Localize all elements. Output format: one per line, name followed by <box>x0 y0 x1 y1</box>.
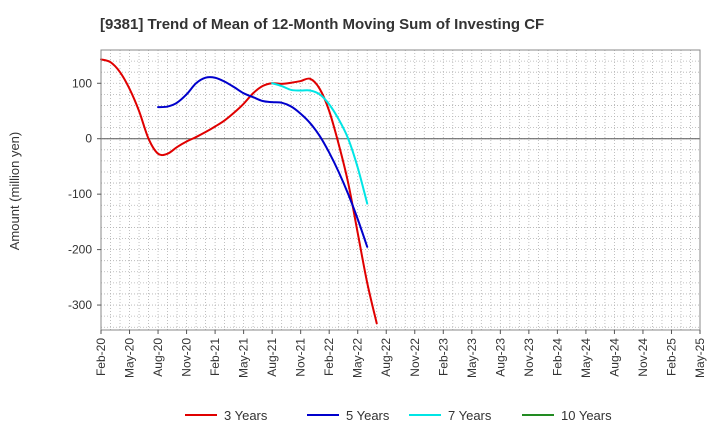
x-tick-label: Aug-24 <box>607 338 621 377</box>
legend-item-5-years: 5 Years <box>307 408 390 423</box>
x-tick-label: May-24 <box>579 338 593 378</box>
legend-label-5-years: 5 Years <box>346 408 390 423</box>
x-tick-label: May-22 <box>351 338 365 378</box>
x-tick-label: Feb-21 <box>208 338 222 376</box>
x-tick-label: Nov-20 <box>180 338 194 377</box>
y-tick-labels: 100 0 -100 -200 -300 <box>68 76 101 312</box>
x-tick-label: Nov-23 <box>522 338 536 377</box>
x-tick-label: Nov-21 <box>294 338 308 377</box>
legend-item-3-years: 3 Years <box>185 408 268 423</box>
x-tick-label: Aug-23 <box>493 338 507 377</box>
y-tick-label: -100 <box>68 187 92 201</box>
y-tick-label: 100 <box>72 76 92 90</box>
grid <box>101 50 700 330</box>
chart-title: [9381] Trend of Mean of 12-Month Moving … <box>100 16 544 33</box>
legend-label-7-years: 7 Years <box>448 408 492 423</box>
legend-item-10-years: 10 Years <box>522 408 612 423</box>
series-line-5-years <box>157 76 369 248</box>
x-tick-label: May-23 <box>465 338 479 378</box>
x-tick-label: Feb-25 <box>664 338 678 376</box>
y-tick-label: -200 <box>68 243 92 257</box>
y-tick-label: 0 <box>85 132 92 146</box>
x-tick-label: Nov-24 <box>636 338 650 377</box>
x-tick-labels: Feb-20 May-20 Aug-20 Nov-20 Feb-21 May-21 Aug-… <box>94 330 707 378</box>
x-tick-label: Feb-20 <box>94 338 108 376</box>
series-line-3-years <box>100 58 378 325</box>
x-tick-label: Feb-24 <box>550 338 564 376</box>
x-tick-label: Aug-20 <box>151 338 165 377</box>
series-layer <box>100 58 378 325</box>
plot-frame <box>100 49 701 331</box>
series-line-7-years <box>271 82 369 205</box>
x-tick-label: Nov-22 <box>408 338 422 377</box>
legend-item-7-years: 7 Years <box>409 408 492 423</box>
y-tick-label: -300 <box>68 298 92 312</box>
x-tick-label: Aug-22 <box>379 338 393 377</box>
x-tick-label: May-21 <box>237 338 251 378</box>
legend-label-10-years: 10 Years <box>561 408 612 423</box>
x-tick-label: Aug-21 <box>265 338 279 377</box>
legend: 3 Years 5 Years 7 Years 10 Years <box>185 408 612 423</box>
legend-label-3-years: 3 Years <box>224 408 268 423</box>
x-tick-label: May-20 <box>123 338 137 378</box>
y-axis-label: Amount (million yen) <box>7 132 22 251</box>
x-tick-label: May-25 <box>693 338 707 378</box>
x-tick-label: Feb-23 <box>436 338 450 376</box>
x-tick-label: Feb-22 <box>322 338 336 376</box>
